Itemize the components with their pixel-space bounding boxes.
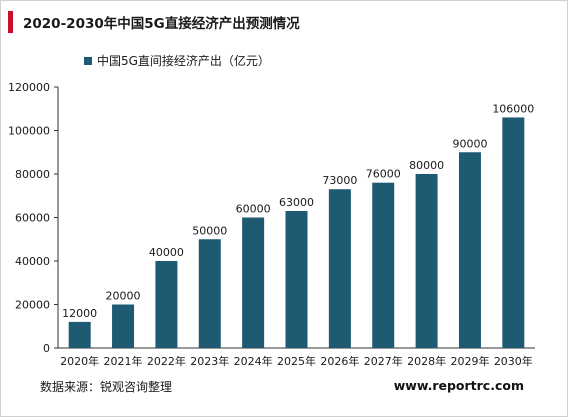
bar <box>198 239 221 348</box>
title-accent-bar <box>8 11 13 33</box>
x-tick-label: 2023年 <box>190 354 229 368</box>
data-label: 80000 <box>409 159 444 172</box>
x-tick-label: 2020年 <box>60 354 99 368</box>
legend-swatch <box>84 56 92 65</box>
legend-label: 中国5G直间接经济产出（亿元） <box>97 54 270 68</box>
data-label: 12000 <box>62 307 97 320</box>
x-tick-label: 2021年 <box>104 354 143 368</box>
bar <box>328 189 351 348</box>
x-tick-label: 2022年 <box>147 354 186 368</box>
website-label: www.reportrc.com <box>393 378 524 393</box>
data-label: 50000 <box>192 224 227 237</box>
y-tick-label: 80000 <box>15 168 50 181</box>
data-source: 数据来源：锐观咨询整理 <box>40 380 173 394</box>
title-bar: 2020-2030年中国5G直接经济产出预测情况 <box>8 11 300 33</box>
bar <box>285 210 308 348</box>
x-tick-label: 2027年 <box>364 354 403 368</box>
chart-title: 2020-2030年中国5G直接经济产出预测情况 <box>23 16 300 32</box>
y-tick-label: 0 <box>43 342 50 355</box>
x-tick-label: 2030年 <box>494 354 533 368</box>
data-label: 20000 <box>106 290 141 303</box>
bar <box>502 117 525 348</box>
bar <box>242 217 265 348</box>
y-tick-label: 100000 <box>8 125 50 138</box>
x-tick-label: 2026年 <box>320 354 359 368</box>
bar <box>68 321 91 348</box>
x-tick-label: 2024年 <box>234 354 273 368</box>
bar <box>112 304 135 348</box>
data-label: 60000 <box>236 203 271 216</box>
bar <box>155 261 178 348</box>
y-tick-label: 20000 <box>15 299 50 312</box>
data-label: 73000 <box>322 174 357 187</box>
x-tick-label: 2025年 <box>277 354 316 368</box>
data-label: 106000 <box>492 102 534 115</box>
y-tick-label: 40000 <box>15 255 50 268</box>
y-tick-label: 60000 <box>15 212 50 225</box>
x-tick-label: 2029年 <box>450 354 489 368</box>
data-label: 40000 <box>149 246 184 259</box>
bar <box>372 182 395 348</box>
x-tick-label: 2028年 <box>407 354 446 368</box>
data-label: 76000 <box>366 168 401 181</box>
data-label: 90000 <box>452 137 487 150</box>
legend: 中国5G直间接经济产出（亿元） <box>84 52 270 69</box>
bar <box>458 152 481 348</box>
y-tick-label: 120000 <box>8 81 50 94</box>
bar <box>415 174 438 348</box>
data-label: 63000 <box>279 196 314 209</box>
